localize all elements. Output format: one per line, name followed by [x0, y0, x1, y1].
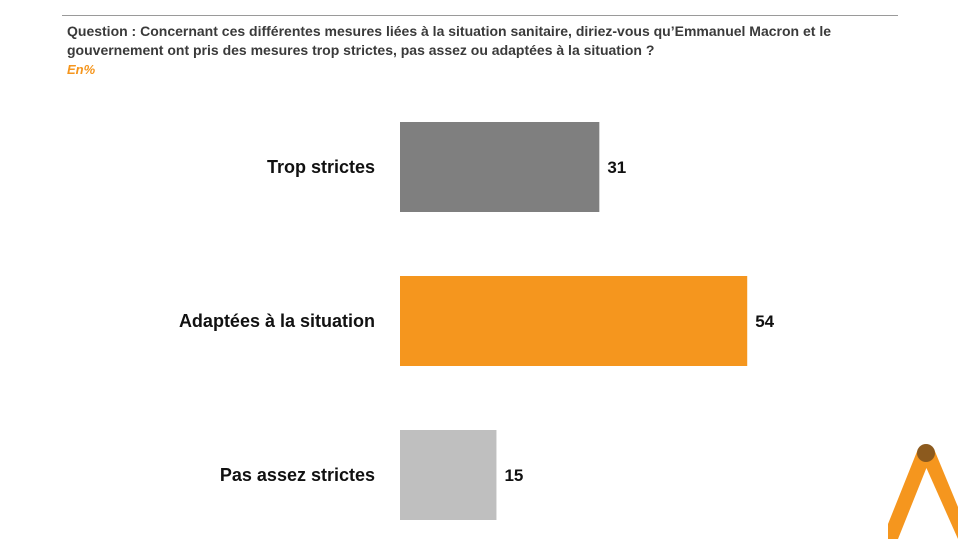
- value-label-adaptees-a-la-situation: 54: [755, 312, 774, 331]
- category-label-adaptees-a-la-situation: Adaptées à la situation: [179, 311, 375, 331]
- category-label-trop-strictes: Trop strictes: [267, 157, 375, 177]
- value-label-pas-assez-strictes: 15: [504, 466, 523, 485]
- unit-label: En%: [67, 62, 96, 77]
- category-label-pas-assez-strictes: Pas assez strictes: [220, 465, 375, 485]
- header-divider: [62, 15, 898, 16]
- brand-logo-icon: [888, 444, 958, 539]
- value-label-trop-strictes: 31: [607, 158, 626, 177]
- question-text: Question : Concernant ces différentes me…: [67, 23, 831, 58]
- bar-adaptees-a-la-situation: [400, 276, 748, 366]
- bar-pas-assez-strictes: [400, 430, 497, 520]
- bar-trop-strictes: [400, 122, 600, 212]
